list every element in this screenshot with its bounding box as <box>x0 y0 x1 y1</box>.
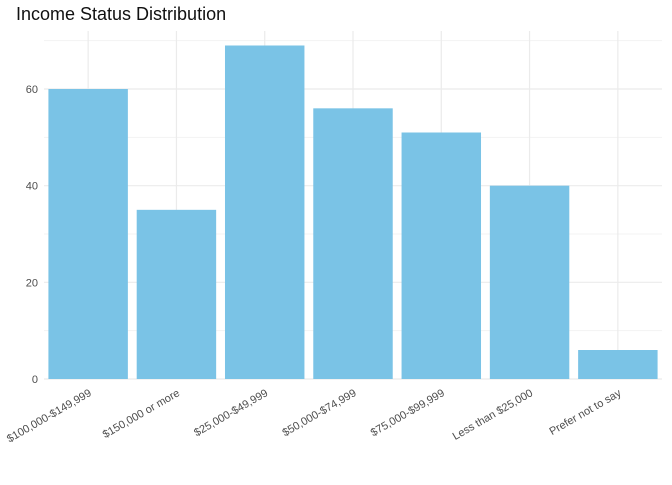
bar <box>224 45 305 379</box>
x-tick-label: Prefer not to say <box>547 387 623 438</box>
y-tick-label: 0 <box>32 374 38 386</box>
y-tick-label: 60 <box>26 84 38 96</box>
x-tick-label: $75,000-$99,999 <box>369 387 447 439</box>
x-tick-label: $50,000-$74,999 <box>280 387 358 439</box>
bar <box>401 132 482 379</box>
bar <box>578 350 658 379</box>
y-tick-label: 40 <box>26 181 38 193</box>
y-tick-label: 20 <box>26 277 38 289</box>
bar <box>48 89 128 379</box>
x-tick-label: Less than $25,000 <box>451 387 535 443</box>
chart-title: Income Status Distribution <box>16 4 227 24</box>
x-tick-label: $150,000 or more <box>101 387 182 441</box>
bar <box>313 108 393 379</box>
bar <box>489 185 570 379</box>
x-tick-label: $100,000-$149,999 <box>5 387 94 445</box>
x-tick-label: $25,000-$49,999 <box>192 387 270 439</box>
bar <box>136 209 217 379</box>
